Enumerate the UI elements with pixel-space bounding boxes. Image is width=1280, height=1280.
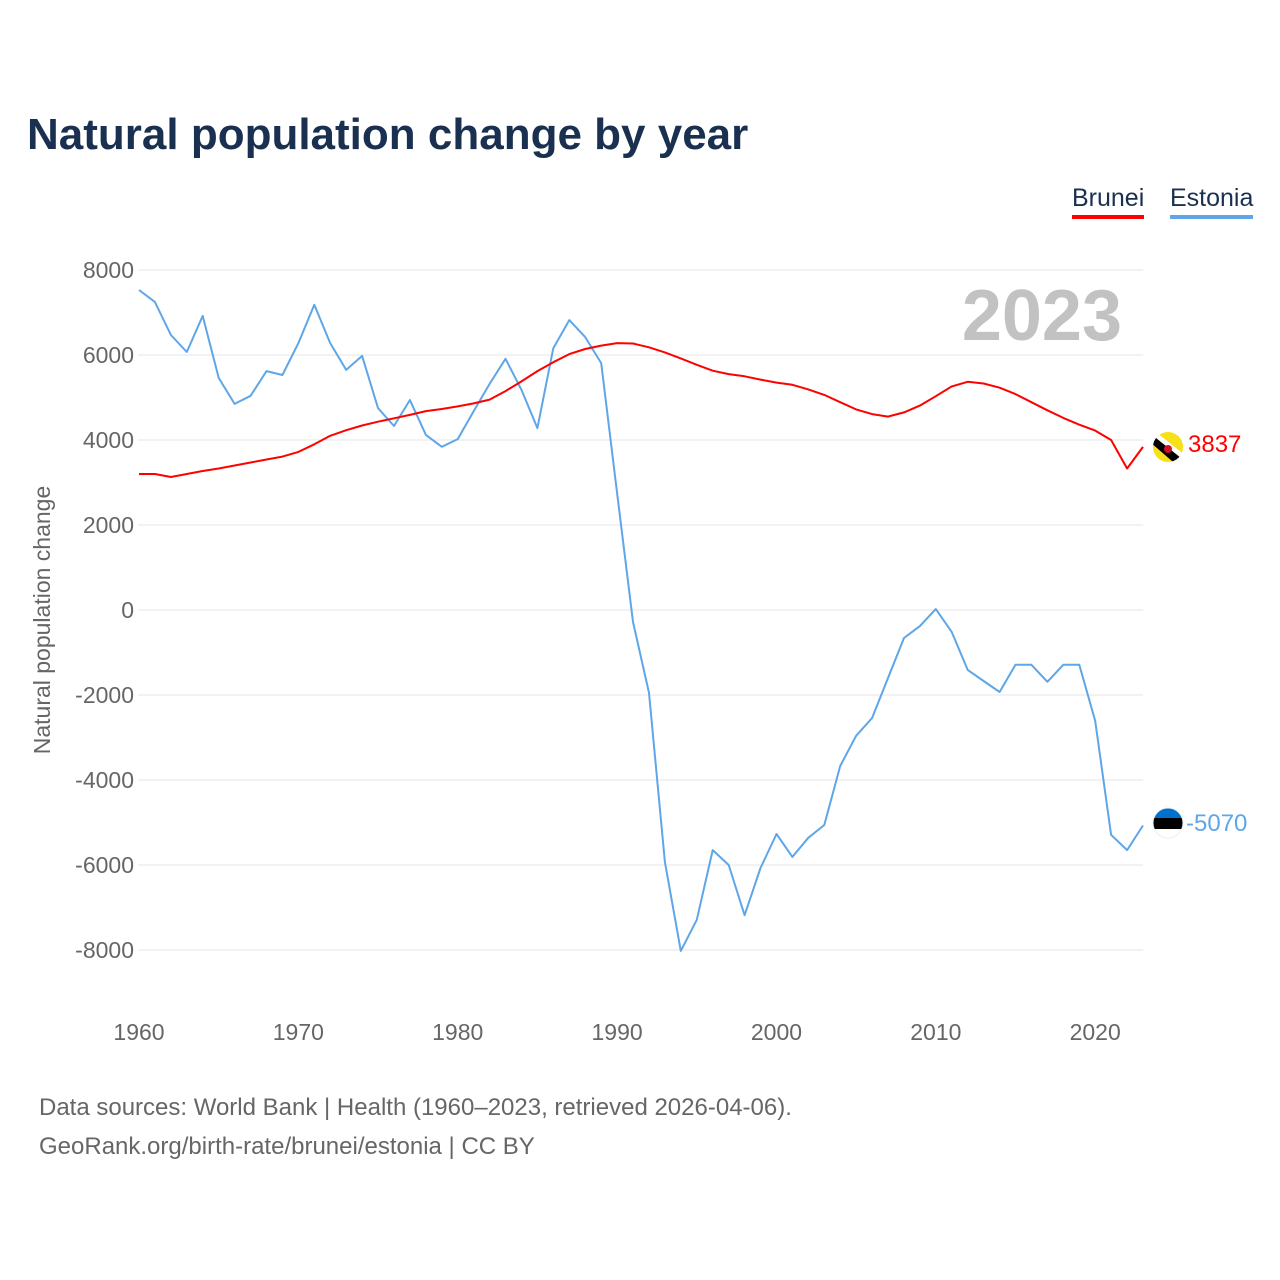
year-label: 2023 bbox=[962, 276, 1122, 356]
y-tick-label: 6000 bbox=[83, 342, 134, 368]
x-tick-label: 1980 bbox=[432, 1019, 483, 1045]
brunei-end-label: 3837 bbox=[1188, 431, 1241, 458]
y-tick-label: 4000 bbox=[83, 427, 134, 453]
legend-brunei[interactable]: Brunei bbox=[1072, 184, 1145, 219]
x-tick-label: 2020 bbox=[1070, 1019, 1121, 1045]
legend-estonia[interactable]: Estonia bbox=[1170, 184, 1254, 219]
x-tick-label: 2010 bbox=[910, 1019, 961, 1045]
estonia-end-label: -5070 bbox=[1186, 810, 1247, 837]
x-tick-label: 1990 bbox=[592, 1019, 643, 1045]
x-tick-label: 1970 bbox=[273, 1019, 324, 1045]
brunei-flag-icon bbox=[1153, 432, 1183, 462]
y-axis-label: Natural population change bbox=[29, 486, 55, 755]
x-tick-label: 1960 bbox=[113, 1019, 164, 1045]
y-tick-label: -8000 bbox=[75, 937, 134, 963]
y-tick-label: 2000 bbox=[83, 512, 134, 538]
x-tick-label: 2000 bbox=[751, 1019, 802, 1045]
y-tick-label: -4000 bbox=[75, 767, 134, 793]
source-note: Data sources: World Bank | Health (1960–… bbox=[39, 1088, 792, 1166]
estonia-flag-icon bbox=[1152, 807, 1184, 839]
y-tick-label: -6000 bbox=[75, 852, 134, 878]
source-line-2[interactable]: GeoRank.org/birth-rate/brunei/estonia | … bbox=[39, 1133, 535, 1160]
y-tick-label: -2000 bbox=[75, 682, 134, 708]
y-tick-label: 8000 bbox=[83, 257, 134, 283]
source-line-1: Data sources: World Bank | Health (1960–… bbox=[39, 1094, 792, 1121]
series-line-estonia[interactable] bbox=[138, 289, 1144, 952]
y-tick-label: 0 bbox=[121, 597, 134, 623]
series-line-brunei[interactable] bbox=[139, 342, 1144, 478]
chart-title: Natural population change by year bbox=[27, 110, 749, 159]
